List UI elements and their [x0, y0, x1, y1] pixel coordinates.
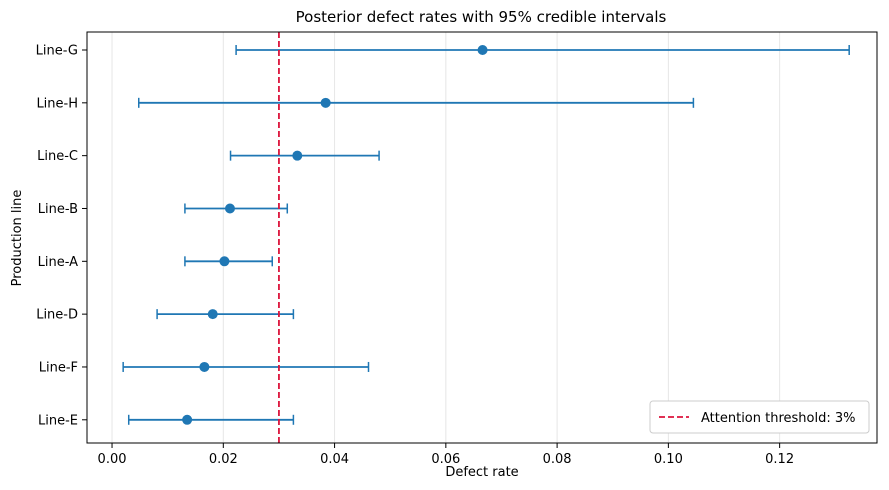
- legend-box: [649, 400, 870, 434]
- estimate-point: [219, 256, 230, 267]
- interval-line-f: [122, 361, 370, 372]
- estimate-point: [224, 203, 235, 214]
- chart-title: Posterior defect rates with 95% credible…: [296, 8, 667, 26]
- interval-line-b: [184, 203, 289, 214]
- interval-line-d: [156, 309, 295, 320]
- y-tick-label: Line-B: [38, 202, 78, 217]
- estimate-point: [182, 414, 193, 425]
- x-tick-label: 0.02: [209, 452, 238, 467]
- series-layer: [122, 45, 850, 425]
- estimate-point: [292, 150, 303, 161]
- y-tick-label: Line-C: [37, 149, 78, 164]
- x-tick-label: 0.00: [98, 452, 127, 467]
- y-tick-label: Line-G: [36, 44, 78, 59]
- interval-line-c: [229, 150, 380, 161]
- x-tick-label: 0.06: [431, 452, 460, 467]
- x-tick-label: 0.10: [654, 452, 683, 467]
- interval-line-a: [184, 256, 274, 267]
- y-tick-label: Line-E: [38, 413, 78, 428]
- interval-line-e: [127, 414, 295, 425]
- x-tick-label: 0.08: [543, 452, 572, 467]
- legend: Attention threshold: 3%: [649, 400, 870, 434]
- estimate-point: [199, 361, 210, 372]
- interval-line-h: [137, 97, 695, 108]
- x-axis-label: Defect rate: [445, 465, 518, 480]
- y-tick-label: Line-A: [38, 255, 78, 270]
- legend-threshold-label: Attention threshold: 3%: [701, 411, 856, 426]
- grid: [111, 32, 781, 443]
- y-tick-label: Line-D: [36, 308, 78, 323]
- tick-layer: 0.00 0.02 0.04 0.06 0.08 0.10 0.12 Line-G Line-H…: [36, 44, 794, 468]
- estimate-point: [207, 309, 218, 320]
- y-tick-label: Line-H: [36, 96, 78, 111]
- estimate-point: [477, 45, 488, 55]
- interval-line-g: [235, 45, 850, 55]
- y-tick-label: Line-F: [39, 360, 78, 375]
- estimate-point: [320, 97, 331, 108]
- x-tick-label: 0.04: [320, 452, 349, 467]
- plot-frame: [86, 31, 878, 444]
- x-tick-label: 0.12: [765, 452, 794, 467]
- y-axis-label: Production line: [10, 190, 25, 287]
